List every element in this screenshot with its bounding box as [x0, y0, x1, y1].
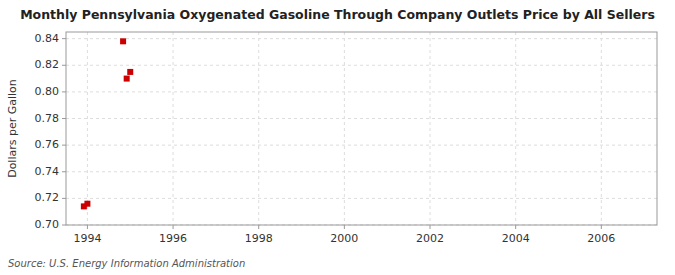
y-tick [62, 225, 66, 226]
y-grid-line [66, 118, 657, 119]
x-grid-line [258, 32, 259, 225]
y-tick-label: 0.70 [35, 218, 60, 231]
y-grid-line [66, 91, 657, 92]
x-tick-label: 1994 [73, 232, 101, 245]
y-grid-line [66, 145, 657, 146]
x-grid-line [515, 32, 516, 225]
y-tick-label: 0.84 [35, 32, 60, 45]
y-tick [62, 118, 66, 119]
ticks: 0.70 0.72 0.74 0.76 0.78 0.80 0.82 0.84 1994 1996… [35, 32, 616, 245]
y-axis-label: Dollars per Gallon [6, 79, 19, 178]
y-grid-line [66, 38, 657, 39]
x-tick [515, 225, 516, 229]
y-tick [62, 65, 66, 66]
x-tick-label: 1996 [159, 232, 187, 245]
title: Monthly Pennsylvania Oxygenated Gasoline… [20, 7, 655, 22]
points [81, 38, 133, 209]
x-tick [173, 225, 174, 229]
x-tick [87, 225, 88, 229]
y-tick-label: 0.72 [35, 191, 60, 204]
y-tick [62, 145, 66, 146]
y-tick [62, 91, 66, 92]
annotation: Source: U.S. Energy Information Administ… [8, 258, 245, 269]
y-tick-label: 0.74 [35, 165, 60, 178]
y-tick-label: 0.76 [35, 138, 60, 151]
x-tick-label: 2004 [502, 232, 530, 245]
x-grid-line [173, 32, 174, 225]
y-tick [62, 38, 66, 39]
x-grid-line [601, 32, 602, 225]
y-tick-label: 0.82 [35, 58, 60, 71]
point [124, 76, 130, 82]
x-grid-line [344, 32, 345, 225]
y-grid-line [66, 65, 657, 66]
y-tick [62, 171, 66, 172]
x-tick-label: 1998 [245, 232, 273, 245]
x-grid-line [87, 32, 88, 225]
x-tick-label: 2000 [330, 232, 358, 245]
x-grid-line [430, 32, 431, 225]
x-tick [601, 225, 602, 229]
point [84, 201, 90, 207]
point [127, 69, 133, 75]
x-tick-label: 2002 [416, 232, 444, 245]
chart: 0.70 0.72 0.74 0.76 0.78 0.80 0.82 0.84 1994 1996… [0, 0, 675, 275]
point [120, 38, 126, 44]
x-tick [430, 225, 431, 229]
x-tick [344, 225, 345, 229]
grid [66, 32, 657, 225]
plot-frame [66, 32, 657, 225]
x-tick-label: 2006 [587, 232, 615, 245]
y-grid-line [66, 171, 657, 172]
y-grid-line [66, 198, 657, 199]
y-tick-label: 0.78 [35, 112, 60, 125]
y-tick [62, 198, 66, 199]
y-tick-label: 0.80 [35, 85, 60, 98]
x-tick [258, 225, 259, 229]
